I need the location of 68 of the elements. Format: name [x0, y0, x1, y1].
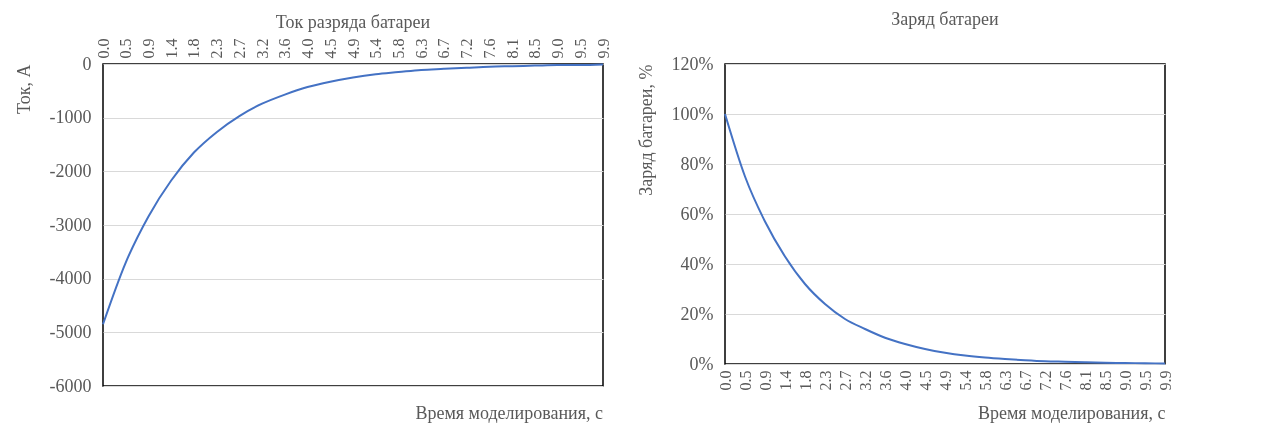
- x-tick-label: 1.8: [185, 38, 203, 59]
- x-tick-label: 9.0: [549, 38, 567, 59]
- x-tick-label: 2.3: [208, 38, 226, 59]
- x-tick-label: 6.7: [435, 38, 453, 59]
- x-tick-label: 8.1: [1076, 370, 1094, 391]
- x-tick-label: 4.0: [896, 370, 914, 391]
- x-tick-label: 2.7: [836, 370, 854, 391]
- x-tick-label: 5.4: [956, 370, 974, 391]
- x-tick-label: 0.9: [756, 370, 774, 391]
- x-tick-label: 4.5: [916, 370, 934, 391]
- x-tick-label: 9.5: [571, 38, 589, 59]
- x-tick-label: 0.0: [94, 38, 112, 59]
- x-tick-label: 3.2: [253, 38, 271, 59]
- x-tick-label: 4.9: [344, 38, 362, 59]
- x-tick-label: 9.9: [594, 38, 612, 59]
- y-tick-label: -5000: [49, 321, 92, 342]
- y-axis-title: Ток, А: [13, 64, 34, 114]
- line-series: [102, 63, 604, 326]
- chart-title: Ток разряда батареи: [275, 12, 431, 32]
- y-tick-label: -1000: [49, 107, 92, 128]
- x-tick-label: 6.7: [1016, 370, 1034, 391]
- x-tick-label: 3.6: [876, 370, 894, 391]
- x-tick-label: 1.4: [776, 370, 794, 391]
- x-tick-label: 8.1: [503, 38, 521, 59]
- x-tick-label: 1.8: [796, 370, 814, 391]
- x-axis-title: Время моделирования, с: [977, 402, 1166, 423]
- x-tick-label: 4.5: [321, 38, 339, 59]
- x-tick-label: 7.6: [1056, 370, 1074, 391]
- y-tick-label: -3000: [49, 214, 92, 235]
- x-tick-label: 2.7: [230, 38, 248, 59]
- x-tick-label: 5.8: [389, 38, 407, 59]
- x-tick-label: 6.3: [996, 370, 1014, 391]
- y-tick-label: -2000: [49, 160, 92, 181]
- x-tick-label: 3.2: [856, 370, 874, 391]
- y-tick-label: 80%: [680, 153, 714, 174]
- x-tick-label: 3.6: [276, 38, 294, 59]
- x-tick-label: 7.6: [480, 38, 498, 59]
- line-series: [724, 113, 1166, 365]
- y-tick-label: 120%: [671, 53, 714, 74]
- y-tick-label: 20%: [680, 303, 714, 324]
- y-tick-label: 0: [82, 53, 92, 74]
- y-tick-label: 40%: [680, 253, 714, 274]
- x-tick-label: 8.5: [526, 38, 544, 59]
- x-tick-label: 9.0: [1116, 370, 1134, 391]
- y-tick-label: 60%: [680, 203, 714, 224]
- x-tick-label: 0.9: [139, 38, 157, 59]
- x-tick-label: 9.9: [1156, 370, 1174, 391]
- x-tick-label: 0.0: [716, 370, 734, 391]
- x-tick-label: 1.4: [162, 38, 180, 59]
- y-tick-label: -6000: [49, 375, 92, 396]
- x-tick-label: 0.5: [736, 370, 754, 391]
- x-tick-label: 5.4: [367, 38, 385, 59]
- x-tick-label: 7.2: [1036, 370, 1054, 391]
- x-tick-label: 6.3: [412, 38, 430, 59]
- x-tick-label: 4.0: [299, 38, 317, 59]
- y-axis-title: Заряд батареи, %: [635, 64, 656, 196]
- x-tick-label: 7.2: [458, 38, 476, 59]
- x-tick-label: 2.3: [816, 370, 834, 391]
- x-tick-label: 4.9: [936, 370, 954, 391]
- x-tick-label: 0.5: [117, 38, 135, 59]
- x-tick-label: 9.5: [1136, 370, 1154, 391]
- y-tick-label: 100%: [671, 103, 714, 124]
- x-axis-title: Время моделирования, с: [415, 403, 603, 423]
- x-tick-label: 8.5: [1096, 370, 1114, 391]
- y-tick-label: -4000: [49, 268, 92, 289]
- y-tick-label: 0%: [689, 353, 714, 374]
- x-tick-label: 5.8: [976, 370, 994, 391]
- chart-title: Заряд батареи: [891, 9, 1000, 29]
